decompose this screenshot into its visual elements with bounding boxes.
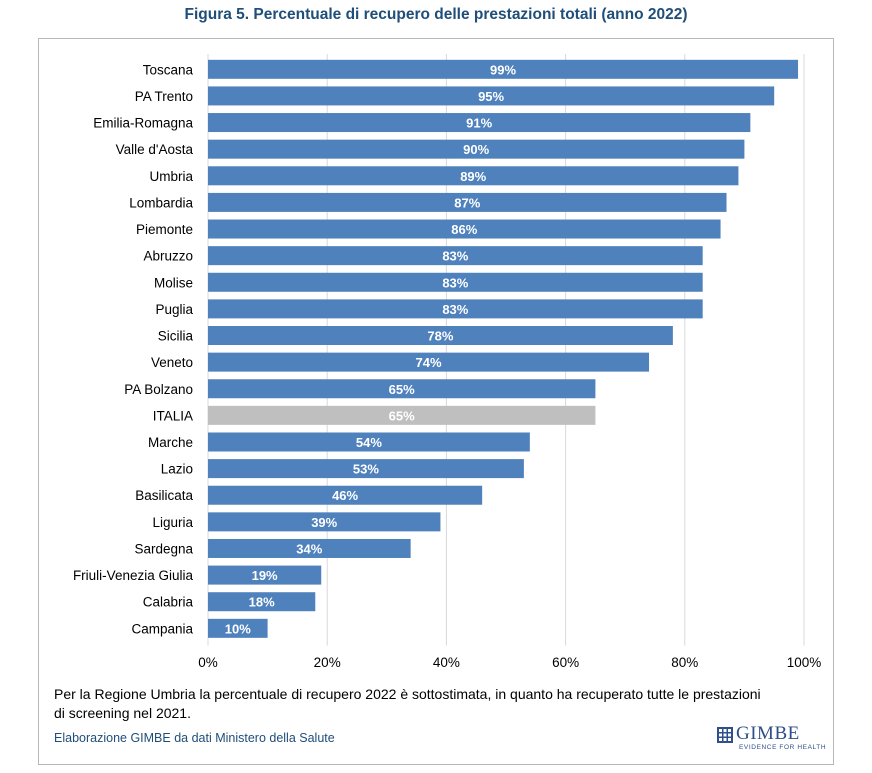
category-label-17: Liguria — [152, 515, 193, 530]
data-label-16: 46% — [332, 488, 358, 503]
data-label-11: 74% — [416, 355, 442, 370]
bar-2 — [208, 113, 751, 133]
gimbe-grid-icon — [717, 727, 733, 743]
bar-20 — [208, 592, 316, 612]
bar-17 — [208, 512, 441, 532]
data-label-2: 91% — [466, 116, 492, 131]
category-label-13: ITALIA — [153, 408, 193, 423]
bar-6 — [208, 219, 721, 239]
data-label-0: 99% — [490, 62, 516, 77]
chart-frame — [38, 38, 834, 765]
bar-3 — [208, 139, 745, 159]
data-label-18: 34% — [296, 541, 322, 556]
data-label-4: 89% — [460, 169, 486, 184]
bar-9 — [208, 299, 703, 319]
category-label-6: Piemonte — [136, 222, 193, 237]
bar-11 — [208, 352, 650, 372]
x-tick-label-4: 80% — [671, 655, 698, 670]
x-tick-label-5: 100% — [787, 655, 822, 670]
category-label-11: Veneto — [151, 355, 193, 370]
data-label-14: 54% — [356, 435, 382, 450]
data-label-13: 65% — [389, 408, 415, 423]
bar-15 — [208, 459, 524, 479]
data-label-1: 95% — [478, 89, 504, 104]
bar-18 — [208, 538, 411, 558]
x-tick-label-2: 40% — [433, 655, 460, 670]
bar-5 — [208, 192, 727, 212]
category-label-20: Calabria — [143, 595, 194, 610]
data-label-6: 86% — [451, 222, 477, 237]
x-tick-label-3: 60% — [552, 655, 579, 670]
category-label-15: Lazio — [161, 462, 193, 477]
data-label-10: 78% — [427, 329, 453, 344]
bar-1 — [208, 86, 775, 106]
chart-note: Per la Regione Umbria la percentuale di … — [54, 686, 761, 721]
category-label-14: Marche — [148, 435, 193, 450]
data-label-5: 87% — [454, 195, 480, 210]
category-label-4: Umbria — [149, 169, 193, 184]
data-label-20: 18% — [249, 595, 275, 610]
source-credit: Elaborazione GIMBE da dati Ministero del… — [54, 731, 335, 745]
logo-tagline: EVIDENCE FOR HEALTH — [739, 744, 827, 751]
data-label-8: 83% — [442, 275, 468, 290]
data-label-21: 10% — [225, 621, 251, 636]
category-label-0: Toscana — [143, 62, 194, 77]
figure-title: Figura 5. Percentuale di recupero delle … — [184, 6, 688, 23]
data-label-9: 83% — [442, 302, 468, 317]
bar-12 — [208, 379, 596, 399]
bar-16 — [208, 485, 483, 505]
category-label-16: Basilicata — [135, 488, 193, 503]
bar-10 — [208, 326, 673, 346]
category-label-10: Sicilia — [158, 329, 194, 344]
category-label-18: Sardegna — [134, 541, 193, 556]
data-label-17: 39% — [311, 515, 337, 530]
category-label-12: PA Bolzano — [124, 382, 193, 397]
logo-wordmark: GIMBE — [736, 723, 800, 744]
bar-4 — [208, 166, 739, 186]
category-label-21: Campania — [131, 621, 193, 636]
category-label-9: Puglia — [155, 302, 193, 317]
data-label-12: 65% — [389, 382, 415, 397]
category-label-19: Friuli-Venezia Giulia — [73, 568, 194, 583]
bar-chart: Toscana 99% PA Trento 95% Emilia-Romagna 91% V… — [73, 54, 822, 670]
category-label-3: Valle d'Aosta — [116, 142, 194, 157]
bar-19 — [208, 565, 322, 585]
category-label-1: PA Trento — [135, 89, 193, 104]
bar-13 — [208, 405, 596, 425]
bar-7 — [208, 246, 703, 266]
category-label-5: Lombardia — [129, 195, 193, 210]
category-label-7: Abruzzo — [143, 249, 193, 264]
gimbe-logo: GIMBE EVIDENCE FOR HEALTH — [717, 723, 829, 757]
bar-0 — [208, 59, 799, 79]
x-tick-label-0: 0% — [198, 655, 218, 670]
category-label-2: Emilia-Romagna — [93, 116, 193, 131]
data-label-15: 53% — [353, 462, 379, 477]
bar-14 — [208, 432, 530, 452]
bar-21 — [208, 618, 268, 638]
data-label-19: 19% — [252, 568, 278, 583]
data-label-7: 83% — [442, 249, 468, 264]
data-label-3: 90% — [463, 142, 489, 157]
category-label-8: Molise — [154, 275, 193, 290]
bar-8 — [208, 272, 703, 292]
x-tick-label-1: 20% — [314, 655, 341, 670]
